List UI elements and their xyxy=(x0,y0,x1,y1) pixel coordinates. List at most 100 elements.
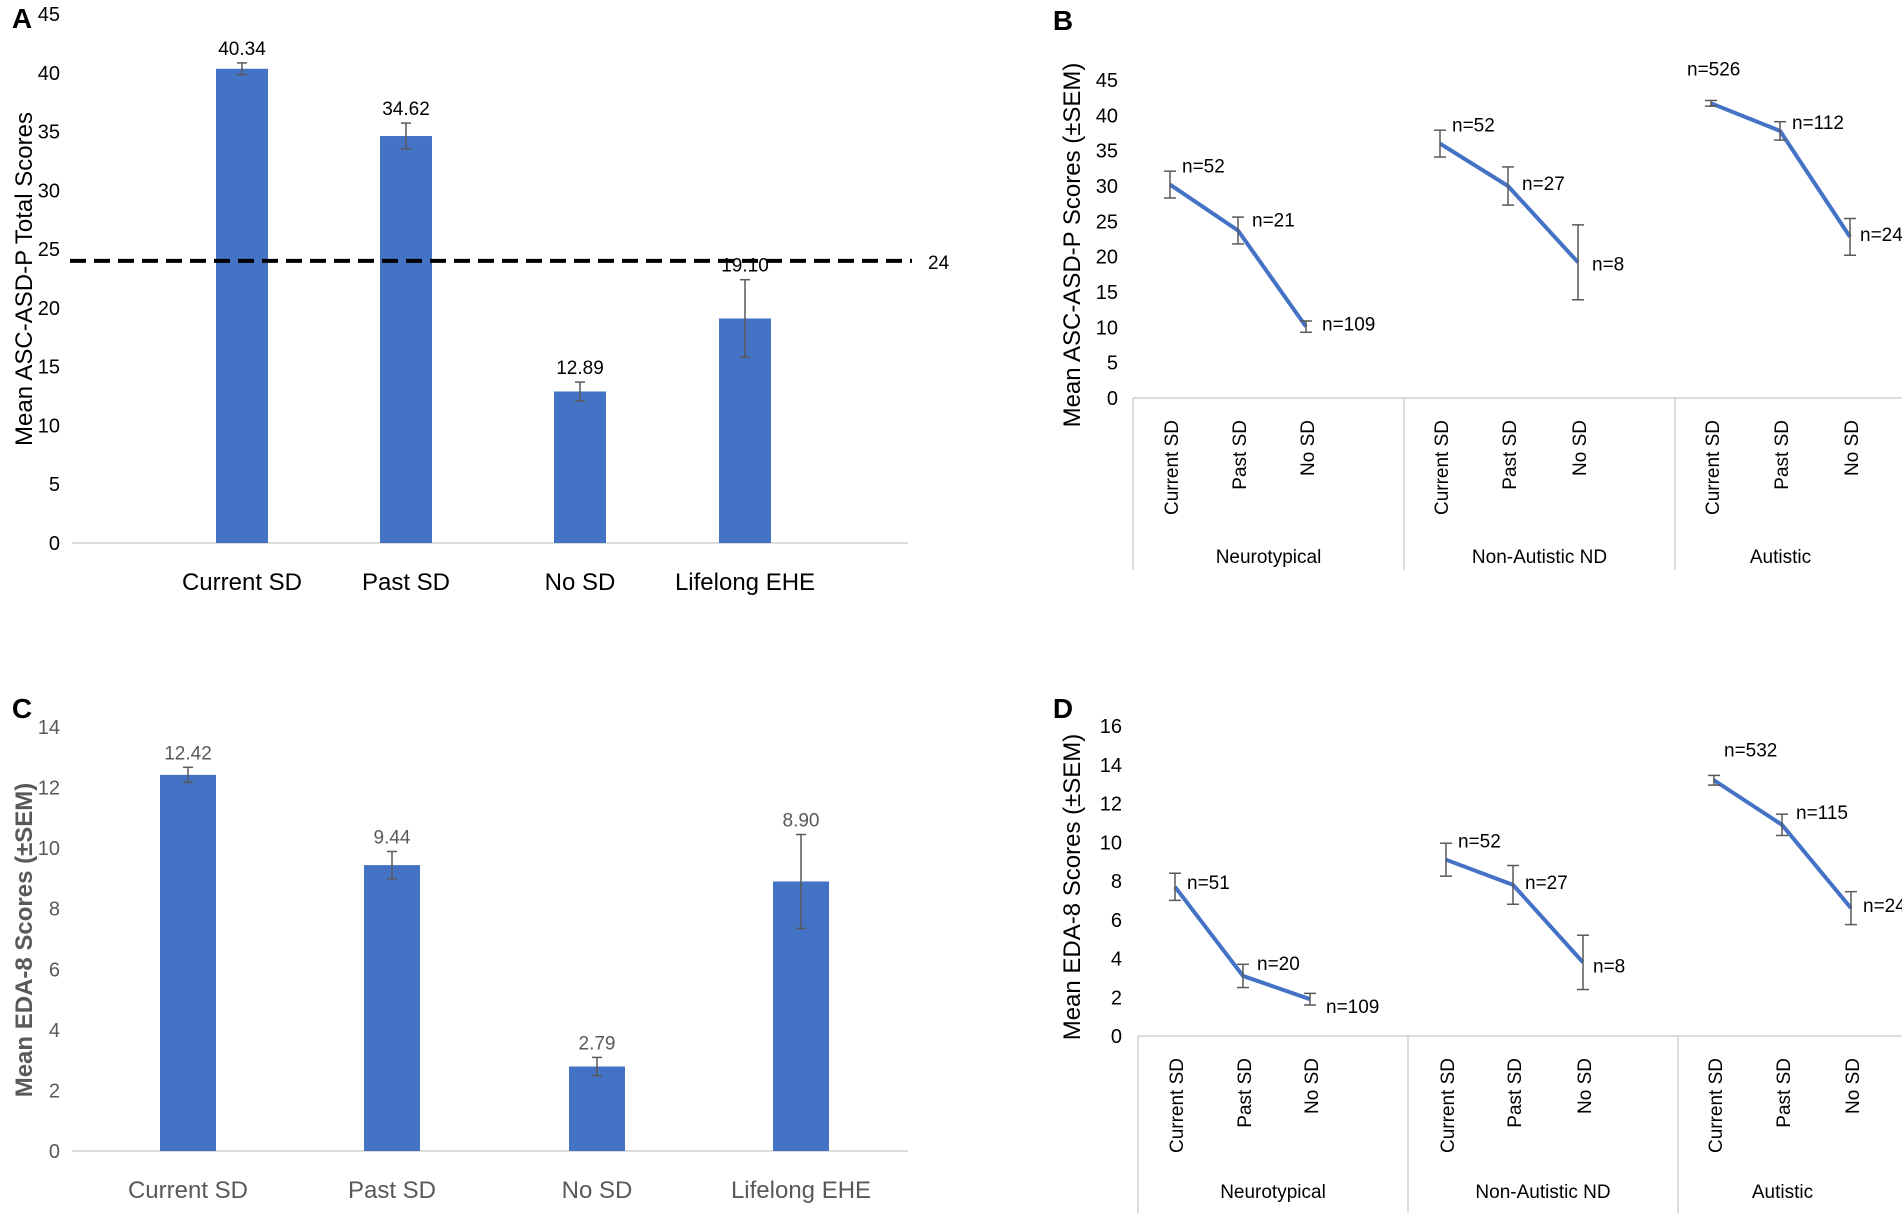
x-category-label: Current SD xyxy=(1438,1058,1459,1153)
y-tick-label: 0 xyxy=(1111,1026,1122,1048)
x-category-label: Current SD xyxy=(128,1177,248,1204)
n-label: n=112 xyxy=(1792,113,1844,134)
x-category-label: No SD xyxy=(1570,420,1591,476)
error-bar xyxy=(1304,992,1316,1006)
n-label: n=27 xyxy=(1522,174,1565,195)
y-tick-label: 10 xyxy=(38,415,60,437)
y-tick-label: 20 xyxy=(38,298,60,320)
n-label: n=109 xyxy=(1322,315,1375,336)
y-tick-label: 8 xyxy=(49,899,60,921)
x-category-label: Past SD xyxy=(1235,1058,1256,1128)
y-tick-label: 35 xyxy=(38,122,60,144)
x-group-label: Non-Autistic ND xyxy=(1475,1182,1610,1203)
y-tick-label: 20 xyxy=(1096,247,1118,269)
panel-b: B 0 5 10 15 20 25 30 35 40 45 Mean ASC-ASD-P Scores… xyxy=(1053,5,1902,570)
error-bar xyxy=(1434,129,1446,158)
data-label: 19.10 xyxy=(721,256,769,277)
y-tick-label: 14 xyxy=(38,717,60,739)
panel-label-a: A xyxy=(12,3,32,34)
bar-past-sd xyxy=(380,136,432,544)
y-tick-label: 40 xyxy=(38,63,60,85)
n-label: n=51 xyxy=(1187,873,1230,894)
panel-d: D 0 2 4 6 8 10 12 14 16 Mean EDA-8 Scores (±SEM) n=… xyxy=(1053,693,1902,1213)
error-bar xyxy=(1164,170,1176,199)
error-bar xyxy=(1502,166,1514,206)
x-category-label: Past SD xyxy=(1505,1058,1526,1128)
y-tick-label: 0 xyxy=(49,533,60,555)
n-label: n=8 xyxy=(1593,956,1625,977)
x-category-label: Past SD xyxy=(1500,420,1521,490)
n-label: n=20 xyxy=(1257,954,1300,975)
n-label: n=52 xyxy=(1452,116,1495,137)
y-tick-label: 45 xyxy=(38,4,60,26)
x-category-label: Past SD xyxy=(362,569,450,596)
error-bar xyxy=(575,381,585,402)
error-bar xyxy=(183,766,193,784)
y-axis-title: Mean ASC-ASD-P Scores (±SEM) xyxy=(1059,63,1086,428)
x-category-label: No SD xyxy=(1842,420,1863,476)
y-tick-label: 10 xyxy=(38,838,60,860)
x-category-label: No SD xyxy=(1575,1058,1596,1114)
n-label: n=27 xyxy=(1525,873,1568,894)
n-label: n=21 xyxy=(1252,211,1295,232)
bar-past-sd xyxy=(364,865,420,1151)
y-tick-label: 2 xyxy=(49,1080,60,1102)
series-line-autistic xyxy=(1712,778,1853,910)
error-bar xyxy=(401,122,411,150)
x-category-label: Current SD xyxy=(1432,420,1453,515)
error-bar xyxy=(1507,864,1519,905)
n-label: n=532 xyxy=(1724,740,1777,761)
panel-c: C 0 2 4 6 8 10 12 14 Mean EDA-8 Scores (±SEM) 12.4… xyxy=(11,693,908,1204)
n-label: n=24 xyxy=(1860,225,1902,246)
y-tick-label: 10 xyxy=(1096,317,1118,339)
x-category-label: No SD xyxy=(562,1177,633,1204)
error-bar xyxy=(740,278,750,359)
series-line-neurotypical xyxy=(1168,182,1308,328)
y-tick-label: 5 xyxy=(1107,353,1118,375)
x-category-label: No SD xyxy=(1298,420,1319,476)
x-group-label: Autistic xyxy=(1752,1182,1813,1203)
error-bar xyxy=(1300,320,1312,334)
x-category-label: No SD xyxy=(545,569,616,596)
panel-a: A 0 5 10 15 20 25 30 35 40 45 Mean ASC-ASD-P Total … xyxy=(11,3,950,596)
y-tick-label: 30 xyxy=(38,180,60,202)
error-bar xyxy=(1572,224,1584,301)
x-category-label: Current SD xyxy=(1167,1058,1188,1153)
bar-current-sd xyxy=(216,68,268,544)
y-tick-label: 15 xyxy=(1096,282,1118,304)
n-label: n=52 xyxy=(1182,157,1225,178)
panel-label-c: C xyxy=(12,693,32,724)
y-tick-label: 40 xyxy=(1096,105,1118,127)
data-label: 9.44 xyxy=(374,827,411,848)
n-label: n=115 xyxy=(1796,803,1848,824)
bar-no-sd xyxy=(554,391,606,543)
y-axis-title: Mean EDA-8 Scores (±SEM) xyxy=(11,783,38,1098)
y-tick-label: 8 xyxy=(1111,871,1122,893)
error-bar xyxy=(1440,842,1452,877)
data-label: 2.79 xyxy=(579,1033,616,1054)
data-label: 40.34 xyxy=(218,39,266,60)
x-category-label: Past SD xyxy=(1772,420,1793,490)
x-category-label: Current SD xyxy=(1703,420,1724,515)
x-category-label: Past SD xyxy=(1230,420,1251,490)
n-label: n=52 xyxy=(1458,832,1501,853)
x-group-label: Non-Autistic ND xyxy=(1472,547,1607,568)
y-tick-label: 5 xyxy=(49,474,60,496)
error-bar xyxy=(1774,120,1786,141)
error-bar xyxy=(237,62,247,76)
x-category-label: Lifelong EHE xyxy=(731,1177,871,1204)
y-tick-label: 14 xyxy=(1100,755,1122,777)
n-label: n=24 xyxy=(1863,896,1902,917)
error-bar xyxy=(1577,934,1589,991)
error-bar xyxy=(387,850,397,880)
bar-current-sd xyxy=(160,774,216,1151)
panel-label-b: B xyxy=(1053,5,1073,36)
y-tick-label: 6 xyxy=(49,959,60,981)
x-category-label: Current SD xyxy=(1706,1058,1727,1153)
error-bar xyxy=(1776,813,1788,837)
x-category-label: No SD xyxy=(1302,1058,1323,1114)
y-tick-label: 45 xyxy=(1096,70,1118,92)
series-line-non-autistic-nd xyxy=(1438,141,1580,264)
data-label: 12.42 xyxy=(164,743,212,764)
x-category-label: Current SD xyxy=(1162,420,1183,515)
